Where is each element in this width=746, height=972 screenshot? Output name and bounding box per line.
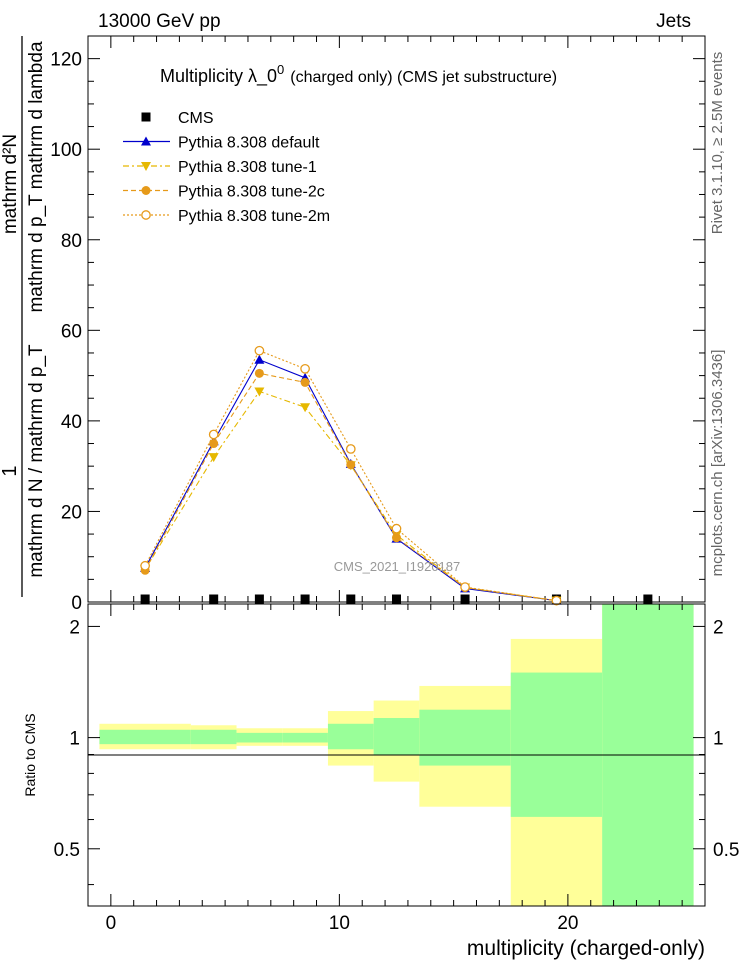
- data-point: [391, 523, 402, 534]
- ratio-x-ticks: 0 10 20: [87, 604, 706, 934]
- data-point: [140, 560, 150, 571]
- main-y-tick-label: 100: [50, 140, 82, 161]
- data-point: [551, 595, 562, 606]
- data-point: [460, 582, 470, 592]
- data-point: [209, 439, 219, 449]
- main-y-tick-label: 60: [61, 321, 82, 342]
- legend-label: Pythia 8.308 tune-2m: [178, 208, 330, 225]
- data-point: [300, 377, 310, 387]
- ylabel-right-top: mathrm d²N: [0, 134, 21, 234]
- data-point: [254, 594, 264, 604]
- series-layer: [140, 345, 653, 606]
- series-line: [144, 359, 557, 602]
- legend-label: Pythia 8.308 tune-2c: [178, 184, 325, 201]
- main-y-tick-label: 40: [61, 412, 82, 433]
- legend-marker: [141, 162, 151, 171]
- stat-uncertainty-band: [190, 729, 237, 745]
- stat-uncertainty-band: [327, 723, 374, 750]
- data-point: [209, 594, 219, 604]
- main-y-tick-label: 120: [50, 50, 82, 71]
- ratio-y-tick-label: 2: [69, 617, 80, 638]
- legend: CMS Pythia 8.308 default Pythia 8.308 tune…: [123, 110, 330, 225]
- ratio-y-tick-label-right: 0.5: [713, 840, 739, 861]
- data-point: [392, 594, 401, 604]
- ylabel-numerator: 1: [0, 465, 21, 476]
- main-y-tick-label: 20: [61, 502, 82, 523]
- legend-marker: [141, 136, 151, 146]
- main-y-tick-label: 80: [61, 231, 82, 252]
- ratio-y-label: Ratio to CMS: [22, 713, 38, 796]
- series-line: [144, 350, 557, 602]
- data-point: [643, 594, 653, 604]
- data-point: [140, 594, 150, 604]
- ratio-bands: [99, 604, 694, 906]
- series-dotted-opencircle: [140, 345, 562, 606]
- data-point: [254, 354, 265, 364]
- plot-title-sup: 0: [277, 62, 284, 77]
- data-point: [300, 363, 310, 374]
- stat-uncertainty-band: [510, 672, 603, 817]
- data-point: [300, 594, 310, 604]
- plot-title-main: Multiplicity λ_0: [160, 66, 277, 87]
- series-line: [144, 390, 557, 602]
- data-point: [254, 345, 265, 356]
- ratio-y-ticks: 0.5 0.5 1 1 2 2: [54, 617, 739, 886]
- main-y-ticks: 0 20 40 60 80 100 120: [50, 35, 705, 614]
- stat-uncertainty-band: [282, 732, 328, 743]
- data-point: [346, 594, 356, 604]
- series-line: [144, 372, 557, 602]
- ratio-y-tick-label-right: 1: [713, 729, 724, 750]
- data-point: [254, 368, 264, 378]
- data-point: [254, 387, 265, 397]
- x-tick-label: 10: [329, 913, 350, 934]
- x-tick-label: 0: [106, 913, 117, 934]
- legend-label: CMS: [178, 110, 214, 127]
- stat-uncertainty-band: [419, 709, 511, 766]
- plot-title: Multiplicity λ_00 (charged only) (CMS jet…: [160, 62, 557, 87]
- x-tick-label: 20: [557, 913, 578, 934]
- plot-title-tail: (charged only) (CMS jet substructure): [290, 69, 557, 86]
- data-point: [208, 453, 219, 463]
- ylabel-denominator: mathrm d N / mathrm d p_T: [26, 344, 47, 578]
- legend-marker: [141, 112, 151, 122]
- mcplots-label: mcplots.cern.ch [arXiv:1306.3436]: [709, 350, 726, 577]
- stat-uncertainty-band: [99, 729, 191, 745]
- main-y-axis-label: 1 mathrm d N / mathrm d p_T mathrm d²N m…: [0, 36, 47, 597]
- ratio-y-tick-label: 0.5: [54, 840, 80, 861]
- stat-uncertainty-band: [236, 732, 283, 743]
- legend-label: Pythia 8.308 tune-1: [178, 159, 317, 176]
- ylabel-right-bottom: mathrm d p_T mathrm d lambda: [26, 41, 47, 312]
- stat-uncertainty-band: [373, 717, 420, 755]
- ratio-y-tick-label: 1: [69, 729, 80, 750]
- analysis-watermark: CMS_2021_I1920187: [334, 559, 461, 574]
- header-right: Jets: [656, 11, 691, 32]
- data-point: [300, 403, 311, 413]
- data-point: [208, 429, 219, 440]
- x-axis-label: multiplicity (charged-only): [467, 937, 705, 960]
- legend-label: Pythia 8.308 default: [178, 135, 320, 152]
- rivet-label: Rivet 3.1.10, ≥ 2.5M events: [709, 52, 726, 235]
- ratio-y-tick-label-right: 2: [713, 617, 724, 638]
- legend-marker: [141, 186, 151, 195]
- data-point: [392, 533, 401, 543]
- data-point: [460, 594, 470, 604]
- header-left: 13000 GeV pp: [98, 11, 221, 32]
- data-point: [346, 460, 356, 470]
- ratio-panel: 0.5 0.5 1 1 2 2 0 10 20 Ratio to CMS multiplici…: [22, 603, 739, 960]
- data-point: [345, 444, 356, 454]
- legend-marker: [141, 210, 151, 220]
- main-y-tick-label: 0: [71, 593, 82, 614]
